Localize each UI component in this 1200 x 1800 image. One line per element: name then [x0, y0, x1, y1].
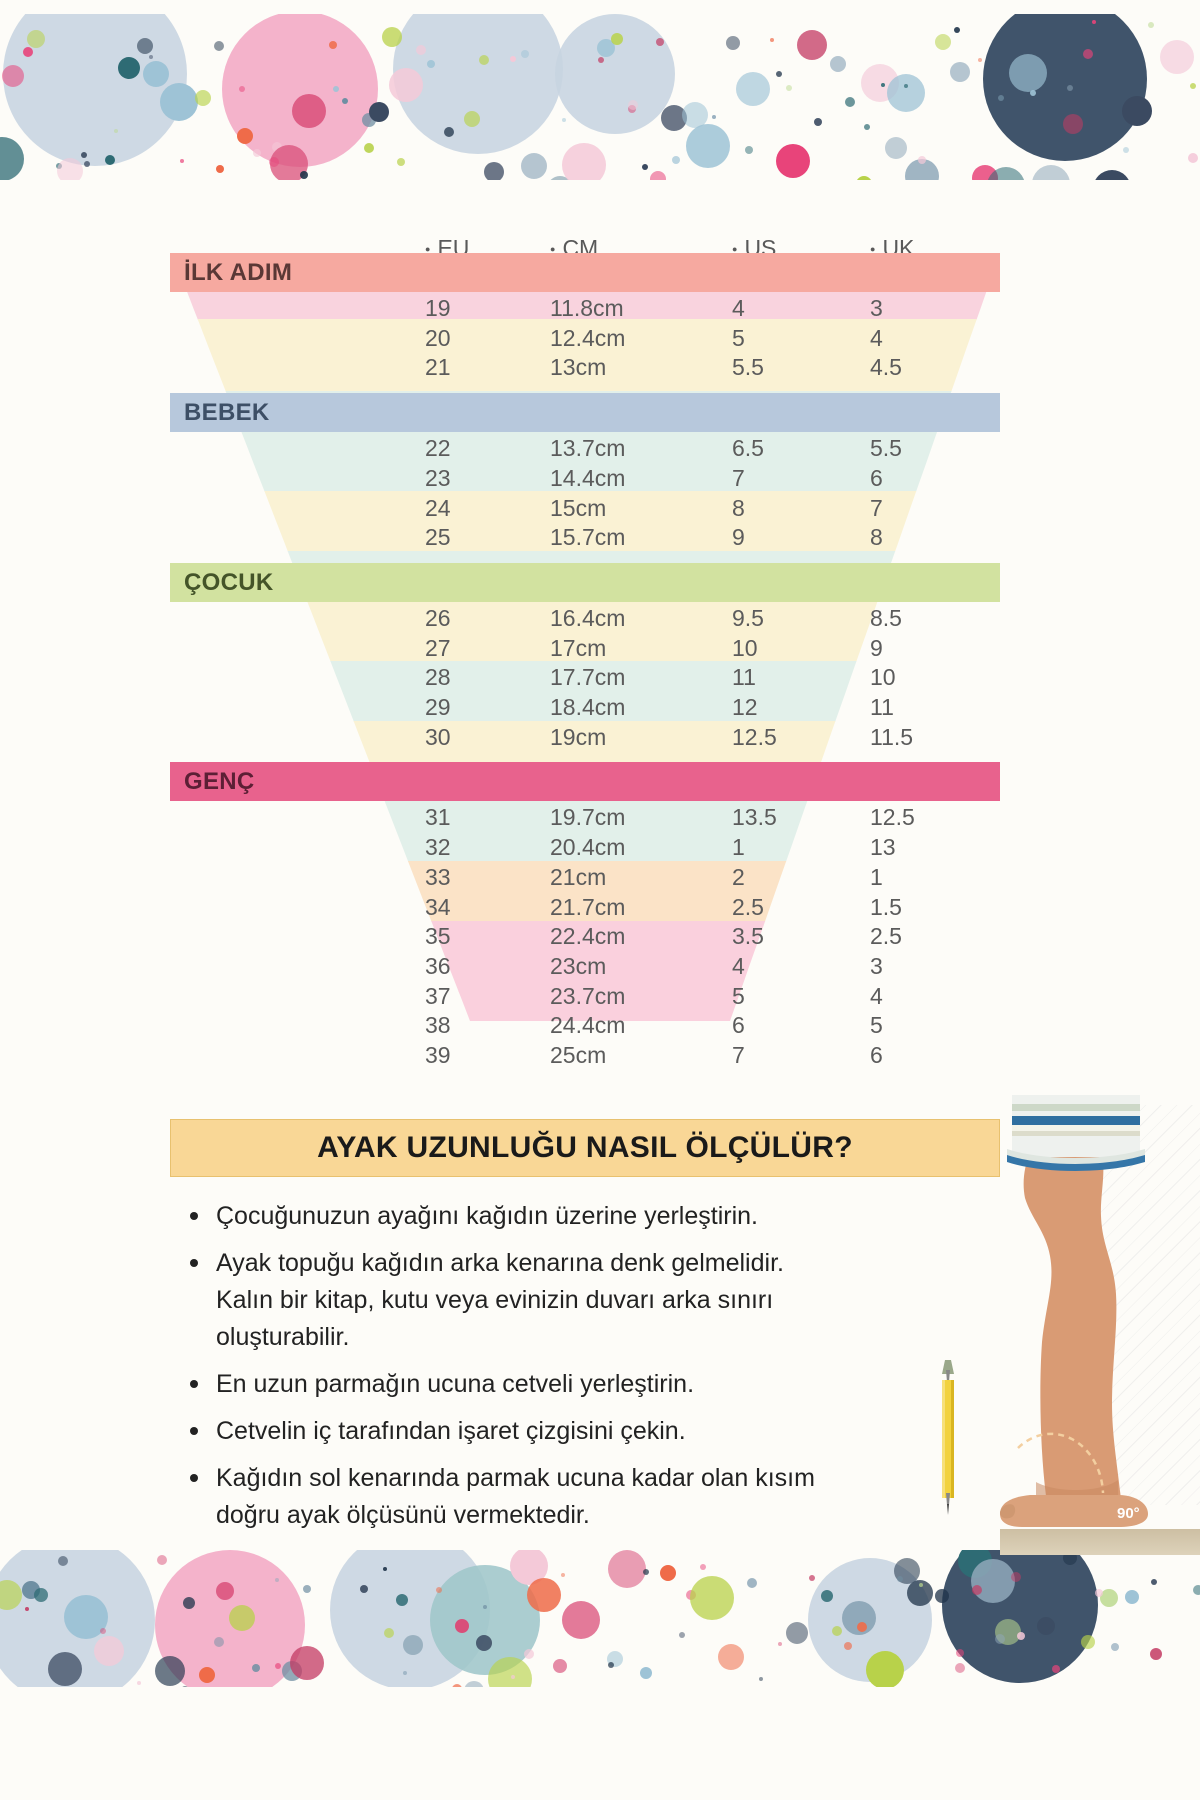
svg-text:90°: 90° — [1117, 1505, 1140, 1522]
